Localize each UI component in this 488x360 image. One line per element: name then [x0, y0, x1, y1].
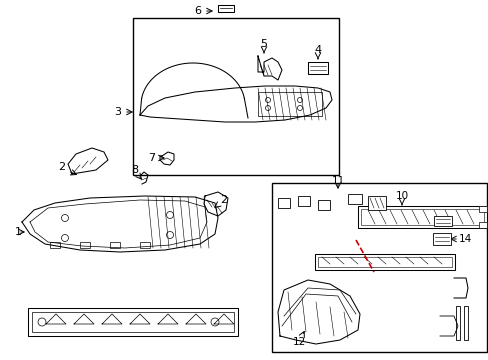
Bar — [463, 306, 467, 340]
Text: 6: 6 — [194, 6, 201, 16]
Bar — [110, 242, 120, 248]
Bar — [455, 306, 459, 340]
Text: 3: 3 — [114, 107, 121, 117]
Text: 10: 10 — [395, 191, 408, 201]
Bar — [367, 196, 385, 210]
Bar — [28, 308, 238, 336]
Text: 4: 4 — [314, 45, 321, 55]
Bar — [140, 242, 150, 248]
Bar — [307, 62, 327, 74]
Text: 13: 13 — [457, 216, 470, 226]
Text: 2: 2 — [220, 195, 227, 205]
Text: 5: 5 — [260, 39, 267, 49]
Bar — [258, 92, 321, 116]
Text: 8: 8 — [131, 165, 138, 175]
Bar — [360, 209, 483, 225]
Bar — [317, 200, 329, 210]
Text: 7: 7 — [148, 153, 155, 163]
Text: 11: 11 — [331, 176, 344, 186]
Bar — [50, 242, 60, 248]
Bar — [218, 5, 234, 12]
Bar — [297, 196, 309, 206]
Text: 12: 12 — [292, 337, 305, 347]
Bar — [271, 183, 486, 352]
Bar — [278, 198, 289, 208]
Text: 2: 2 — [59, 162, 65, 172]
Bar — [133, 18, 338, 175]
Text: 1: 1 — [15, 227, 21, 237]
Bar — [478, 206, 486, 212]
Bar — [478, 222, 486, 228]
Bar — [32, 312, 234, 332]
Bar — [433, 216, 451, 226]
Bar — [347, 194, 361, 204]
Bar — [317, 257, 451, 267]
Bar — [432, 233, 450, 245]
Text: 9: 9 — [68, 318, 76, 328]
Bar — [357, 206, 486, 228]
Text: 14: 14 — [457, 234, 470, 244]
Bar — [314, 254, 454, 270]
Bar — [80, 242, 90, 248]
